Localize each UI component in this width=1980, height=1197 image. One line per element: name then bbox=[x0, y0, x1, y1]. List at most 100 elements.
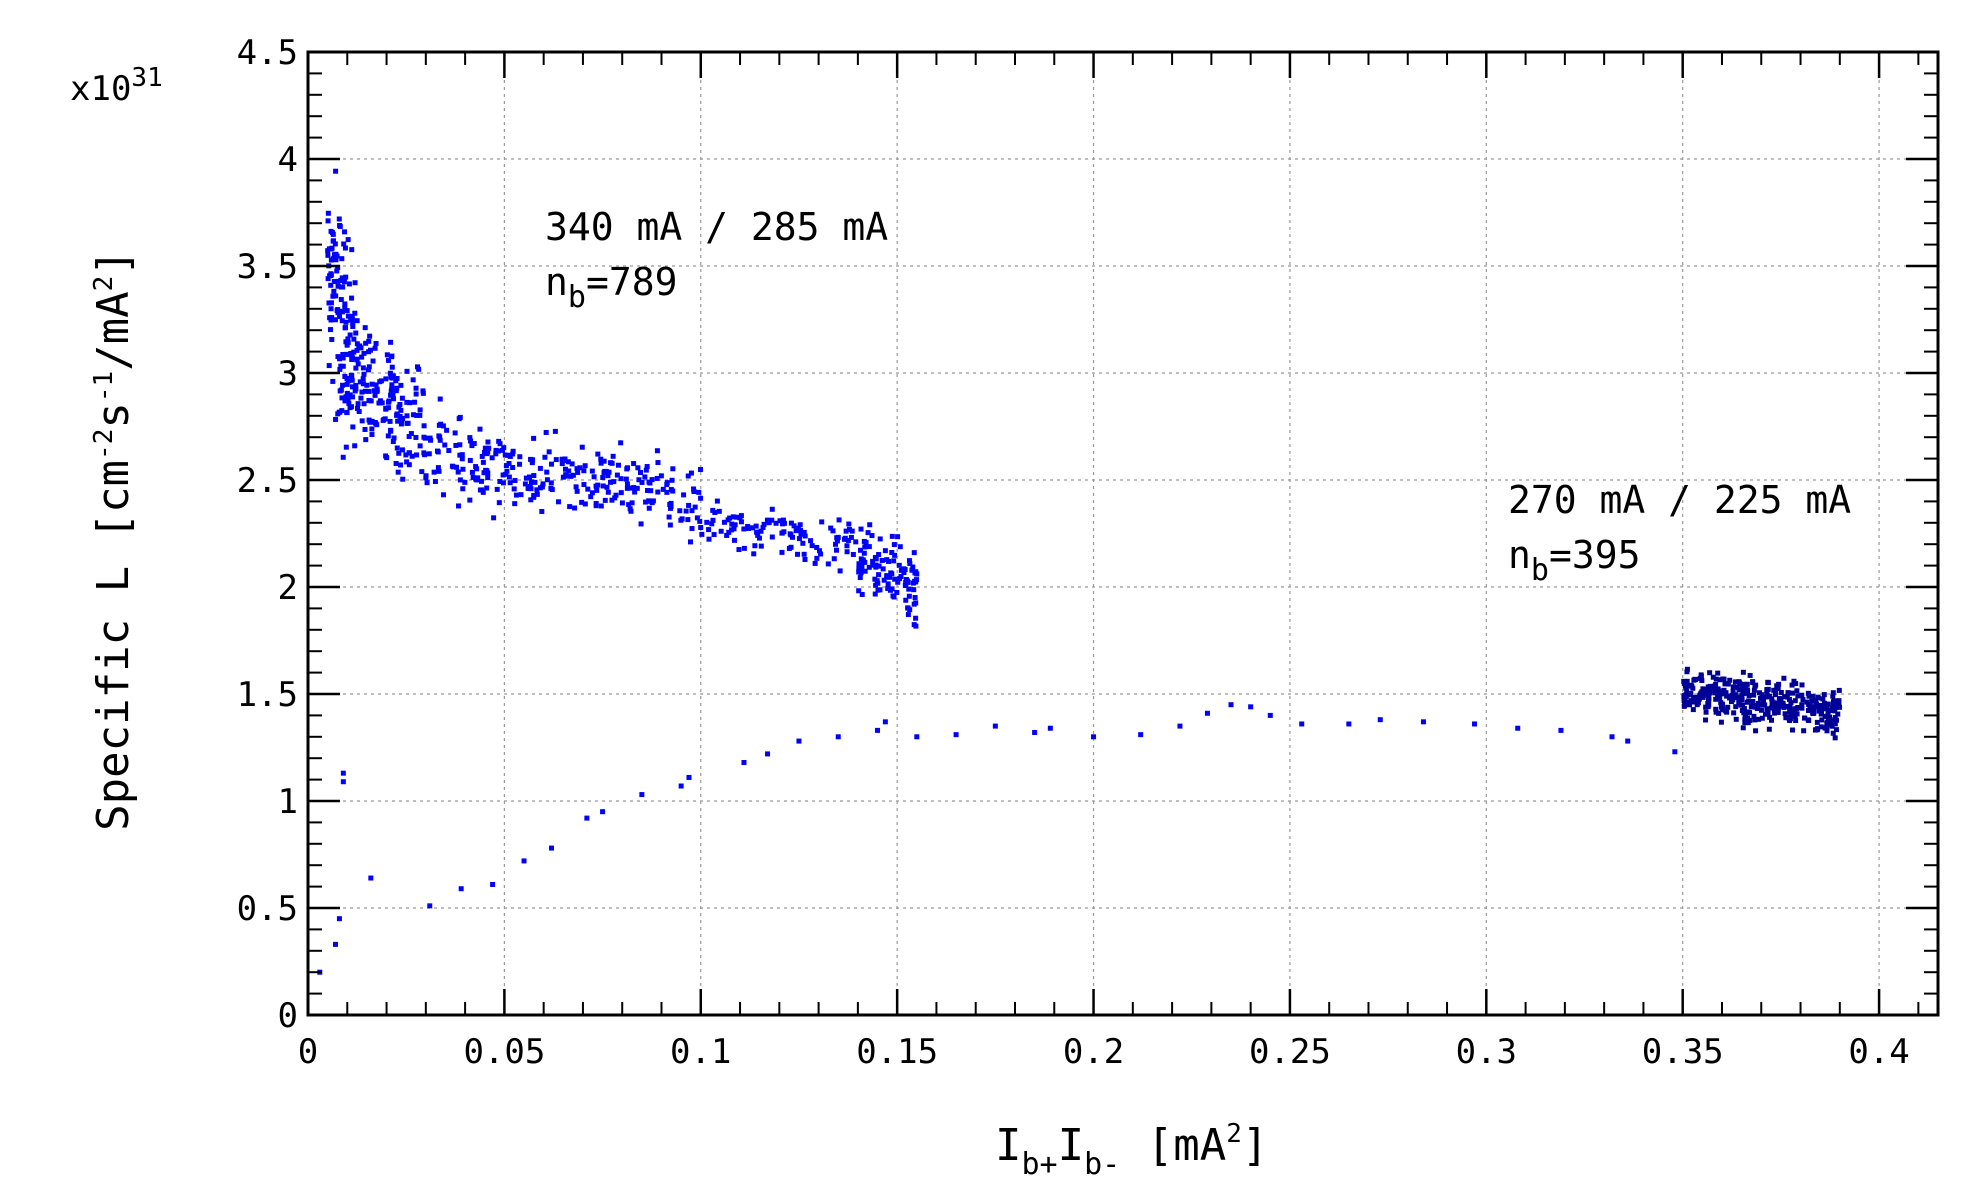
data-point bbox=[896, 562, 902, 568]
data-point bbox=[1759, 702, 1765, 708]
data-point bbox=[796, 536, 802, 542]
data-point bbox=[777, 518, 783, 524]
grid-lines bbox=[308, 52, 1938, 1015]
data-point bbox=[718, 528, 724, 534]
data-point bbox=[420, 390, 426, 396]
data-point bbox=[500, 480, 506, 486]
data-point bbox=[581, 482, 587, 488]
data-point bbox=[610, 453, 616, 459]
data-point bbox=[517, 461, 523, 467]
data-point bbox=[357, 379, 363, 385]
data-point bbox=[1760, 699, 1766, 705]
data-point bbox=[881, 577, 887, 583]
data-point bbox=[355, 405, 361, 411]
data-point bbox=[1755, 700, 1761, 706]
data-point bbox=[594, 487, 600, 493]
data-point bbox=[1718, 719, 1724, 725]
data-point bbox=[452, 430, 458, 436]
data-point bbox=[751, 551, 757, 557]
data-point bbox=[477, 426, 483, 432]
data-point bbox=[1733, 679, 1739, 685]
data-point bbox=[548, 485, 554, 491]
data-point bbox=[328, 282, 334, 288]
data-point bbox=[834, 547, 840, 553]
data-point bbox=[338, 277, 344, 283]
data-point bbox=[333, 255, 339, 261]
data-point bbox=[1773, 692, 1779, 698]
data-point bbox=[349, 384, 355, 390]
data-point bbox=[694, 515, 700, 521]
data-point bbox=[650, 498, 656, 504]
data-point bbox=[436, 468, 442, 474]
data-point bbox=[846, 521, 852, 527]
data-point bbox=[711, 532, 717, 538]
data-point bbox=[1681, 693, 1687, 699]
data-point bbox=[566, 468, 572, 474]
data-point bbox=[1705, 684, 1711, 690]
data-point bbox=[414, 412, 420, 418]
data-point bbox=[686, 502, 692, 508]
data-point bbox=[339, 256, 345, 262]
data-point bbox=[1138, 732, 1144, 738]
data-point bbox=[1830, 690, 1836, 696]
data-point bbox=[611, 479, 617, 485]
data-point bbox=[1740, 725, 1746, 731]
data-point bbox=[1812, 727, 1818, 733]
data-point bbox=[895, 579, 901, 585]
data-point bbox=[349, 313, 355, 319]
data-point bbox=[1744, 681, 1750, 687]
data-point bbox=[419, 469, 425, 475]
data-point bbox=[914, 571, 920, 577]
data-point bbox=[884, 557, 890, 563]
data-point bbox=[727, 515, 733, 521]
data-point bbox=[457, 442, 463, 448]
data-point bbox=[724, 532, 730, 538]
data-point bbox=[1832, 708, 1838, 714]
data-point bbox=[403, 452, 409, 458]
data-point bbox=[384, 352, 390, 358]
data-point bbox=[1778, 689, 1784, 695]
data-point bbox=[873, 582, 879, 588]
data-point bbox=[454, 464, 460, 470]
data-point bbox=[342, 245, 348, 251]
data-point bbox=[1836, 698, 1842, 704]
data-point bbox=[870, 562, 876, 568]
data-point bbox=[1706, 697, 1712, 703]
data-point bbox=[361, 350, 367, 356]
data-point bbox=[905, 612, 911, 618]
data-point bbox=[470, 474, 476, 480]
data-point bbox=[336, 409, 342, 415]
data-point bbox=[1784, 714, 1790, 720]
data-point bbox=[417, 412, 423, 418]
data-point bbox=[858, 526, 864, 532]
data-point bbox=[330, 231, 336, 237]
data-point bbox=[1835, 711, 1841, 717]
data-point bbox=[618, 440, 624, 446]
data-point bbox=[903, 579, 909, 585]
data-point bbox=[1763, 711, 1769, 717]
data-point bbox=[1775, 705, 1781, 711]
data-point bbox=[395, 418, 401, 424]
data-point bbox=[750, 525, 756, 531]
data-point bbox=[809, 543, 815, 549]
data-point bbox=[1812, 704, 1818, 710]
data-point bbox=[485, 475, 491, 481]
data-point bbox=[1787, 706, 1793, 712]
data-point bbox=[1472, 721, 1478, 727]
data-point bbox=[417, 443, 423, 449]
data-point bbox=[493, 451, 499, 457]
data-point bbox=[876, 552, 882, 558]
data-point bbox=[1827, 717, 1833, 723]
data-point bbox=[437, 434, 443, 440]
data-point bbox=[882, 548, 888, 554]
data-point bbox=[738, 519, 744, 525]
data-point bbox=[1750, 699, 1756, 705]
data-point bbox=[1713, 676, 1719, 682]
data-point bbox=[698, 495, 704, 501]
data-point bbox=[510, 464, 516, 470]
data-point bbox=[355, 401, 361, 407]
data-point bbox=[787, 531, 793, 537]
data-point bbox=[710, 507, 716, 513]
data-point bbox=[413, 391, 419, 397]
data-point bbox=[1759, 692, 1765, 698]
